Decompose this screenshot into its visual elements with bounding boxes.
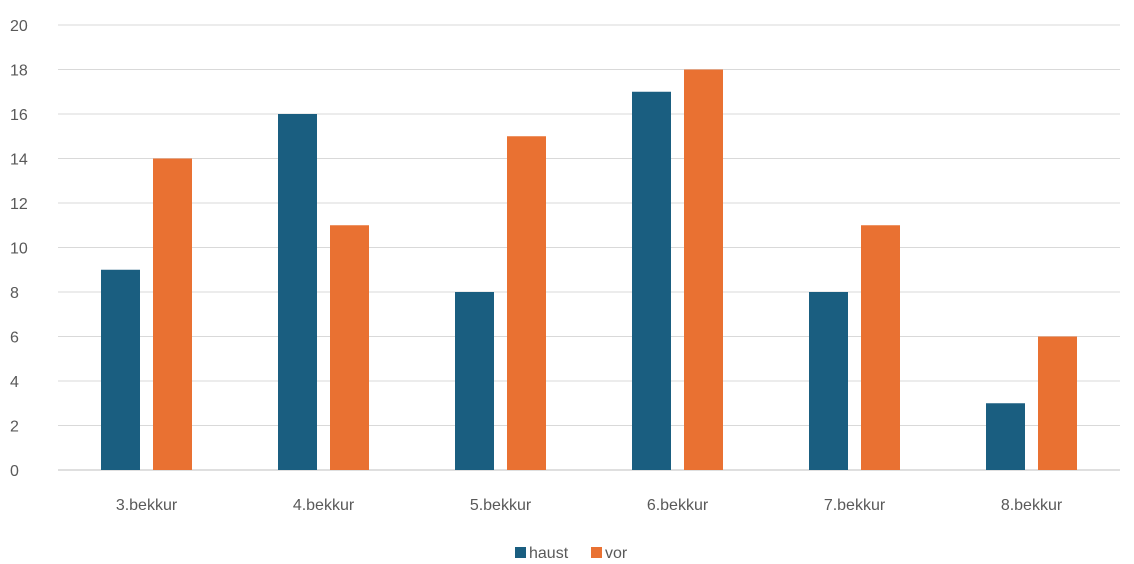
- y-axis-ticks: 0 2 4 6 8 10 12 14 16 18 20: [10, 18, 28, 480]
- bar-haust-5.bekkur: [455, 292, 494, 470]
- y-tick-label: 10: [10, 241, 28, 258]
- y-tick-label: 2: [10, 419, 19, 436]
- bar-haust-8.bekkur: [986, 403, 1025, 470]
- bar-vor-3.bekkur: [153, 158, 192, 470]
- gridlines: [58, 24, 1120, 471]
- y-tick-label: 18: [10, 63, 28, 80]
- y-tick-label: 16: [10, 107, 28, 124]
- y-tick-label: 20: [10, 18, 28, 35]
- y-tick-label: 14: [10, 152, 28, 169]
- bar-haust-6.bekkur: [632, 91, 671, 470]
- y-tick-label: 8: [10, 285, 19, 302]
- bar-haust-4.bekkur: [278, 114, 317, 470]
- legend-label-haust: haust: [529, 545, 569, 562]
- legend-swatch-vor: [591, 547, 602, 558]
- bar-haust-7.bekkur: [809, 292, 848, 470]
- legend-swatch-haust: [515, 547, 526, 558]
- x-category-label: 7.bekkur: [824, 497, 886, 514]
- x-category-label: 4.bekkur: [293, 497, 355, 514]
- legend: haust vor: [515, 545, 628, 562]
- bar-vor-4.bekkur: [330, 225, 369, 470]
- y-tick-label: 0: [10, 463, 19, 480]
- bar-vor-8.bekkur: [1038, 336, 1077, 470]
- x-category-label: 3.bekkur: [116, 497, 178, 514]
- bars: [101, 69, 1077, 470]
- y-tick-label: 6: [10, 330, 19, 347]
- bar-vor-5.bekkur: [507, 136, 546, 470]
- y-tick-label: 4: [10, 374, 19, 391]
- bar-vor-7.bekkur: [861, 225, 900, 470]
- bar-haust-3.bekkur: [101, 269, 140, 470]
- y-tick-label: 12: [10, 196, 28, 213]
- x-category-label: 8.bekkur: [1001, 497, 1063, 514]
- x-axis-categories: 3.bekkur 4.bekkur 5.bekkur 6.bekkur 7.bekkur…: [116, 497, 1063, 514]
- legend-label-vor: vor: [605, 545, 628, 562]
- x-category-label: 5.bekkur: [470, 497, 532, 514]
- x-category-label: 6.bekkur: [647, 497, 709, 514]
- bar-vor-6.bekkur: [684, 69, 723, 470]
